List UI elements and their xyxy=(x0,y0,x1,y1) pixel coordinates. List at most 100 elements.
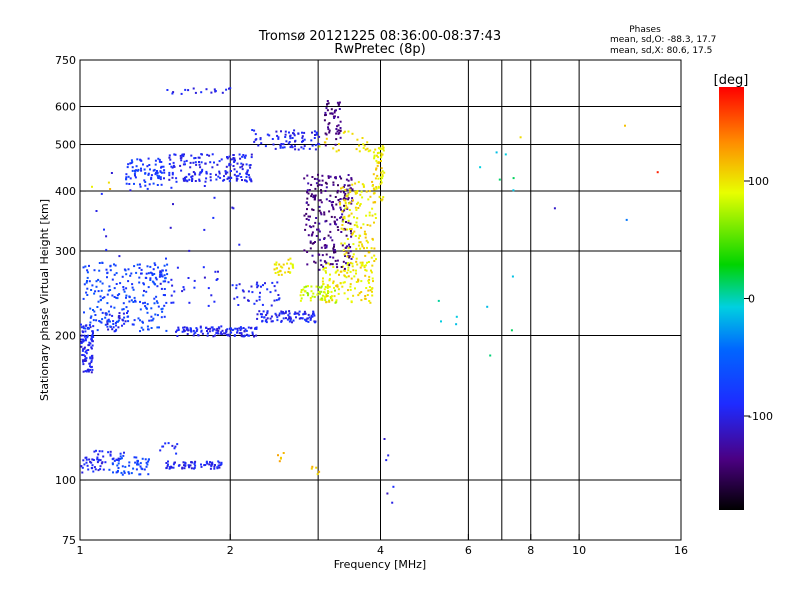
data-point xyxy=(200,465,203,468)
data-point xyxy=(336,191,339,194)
data-point xyxy=(205,170,208,173)
data-point xyxy=(107,310,110,313)
data-point xyxy=(134,176,137,179)
data-point xyxy=(144,458,147,461)
data-point xyxy=(284,130,287,133)
data-point xyxy=(194,157,197,159)
data-point xyxy=(367,279,370,282)
data-point xyxy=(265,314,268,316)
data-point xyxy=(266,310,269,313)
data-point xyxy=(140,167,142,170)
data-point xyxy=(255,334,258,337)
data-point xyxy=(326,109,329,112)
data-point xyxy=(280,273,283,276)
data-point xyxy=(275,263,278,266)
data-point xyxy=(339,130,342,132)
data-point xyxy=(361,261,364,264)
data-point xyxy=(323,295,326,298)
data-point xyxy=(383,171,386,174)
data-point xyxy=(495,151,498,154)
data-point xyxy=(205,326,207,329)
data-point xyxy=(183,467,186,470)
data-point xyxy=(140,268,143,271)
data-point xyxy=(210,326,213,329)
data-point xyxy=(262,310,265,313)
data-point xyxy=(150,319,153,322)
data-point xyxy=(367,281,370,284)
data-point xyxy=(190,176,193,178)
data-point xyxy=(379,182,382,185)
data-point xyxy=(238,243,241,246)
data-point xyxy=(367,261,370,263)
data-point xyxy=(89,326,92,329)
data-point xyxy=(82,331,85,334)
data-point xyxy=(194,464,197,467)
data-point xyxy=(163,288,166,290)
data-point xyxy=(239,329,242,332)
data-point xyxy=(150,315,153,318)
data-point xyxy=(309,241,312,244)
data-point xyxy=(351,233,354,236)
data-point xyxy=(152,268,155,271)
data-point xyxy=(250,156,253,159)
data-point xyxy=(80,338,83,341)
data-point xyxy=(371,290,373,293)
data-point xyxy=(370,287,373,290)
data-point xyxy=(307,215,310,218)
data-point xyxy=(136,461,139,464)
data-point xyxy=(254,133,257,136)
data-point xyxy=(195,327,198,330)
data-point xyxy=(315,182,318,185)
data-point xyxy=(101,297,104,300)
data-point xyxy=(111,314,114,317)
data-point xyxy=(342,265,344,268)
data-point xyxy=(347,289,349,292)
data-point xyxy=(184,464,187,467)
data-point xyxy=(264,282,266,285)
data-point xyxy=(104,323,107,326)
data-point xyxy=(281,266,284,269)
data-point xyxy=(362,143,365,146)
data-point xyxy=(332,280,335,283)
data-point xyxy=(161,445,164,448)
data-point xyxy=(327,123,330,126)
data-point xyxy=(356,225,359,228)
data-point xyxy=(303,177,306,180)
data-point xyxy=(137,463,140,466)
data-point xyxy=(228,335,231,338)
data-point xyxy=(352,294,355,297)
data-point xyxy=(216,163,219,166)
data-point xyxy=(127,175,130,178)
data-point xyxy=(336,269,339,272)
data-point xyxy=(208,154,211,157)
y-tick-label: 300 xyxy=(55,245,76,258)
data-point xyxy=(86,269,89,272)
data-point xyxy=(294,311,297,314)
data-point xyxy=(357,207,360,209)
data-point xyxy=(188,249,191,252)
data-point xyxy=(341,210,344,213)
data-point xyxy=(81,349,84,352)
data-point xyxy=(83,346,86,349)
data-point xyxy=(367,150,370,153)
data-point xyxy=(230,327,232,330)
data-point xyxy=(84,265,87,268)
data-point xyxy=(139,300,141,303)
data-point xyxy=(128,464,131,467)
data-point xyxy=(154,163,157,166)
data-point xyxy=(212,216,215,219)
data-point xyxy=(106,302,109,305)
data-point xyxy=(327,234,330,237)
data-point xyxy=(329,256,332,259)
data-point xyxy=(135,169,137,172)
data-point xyxy=(115,320,118,323)
data-point xyxy=(276,281,279,284)
data-point xyxy=(332,115,335,118)
data-point xyxy=(334,143,337,146)
data-point xyxy=(140,272,142,275)
data-point xyxy=(240,162,243,165)
data-point xyxy=(331,263,334,266)
data-point xyxy=(142,163,144,166)
data-point xyxy=(136,169,139,172)
data-point xyxy=(138,473,141,476)
